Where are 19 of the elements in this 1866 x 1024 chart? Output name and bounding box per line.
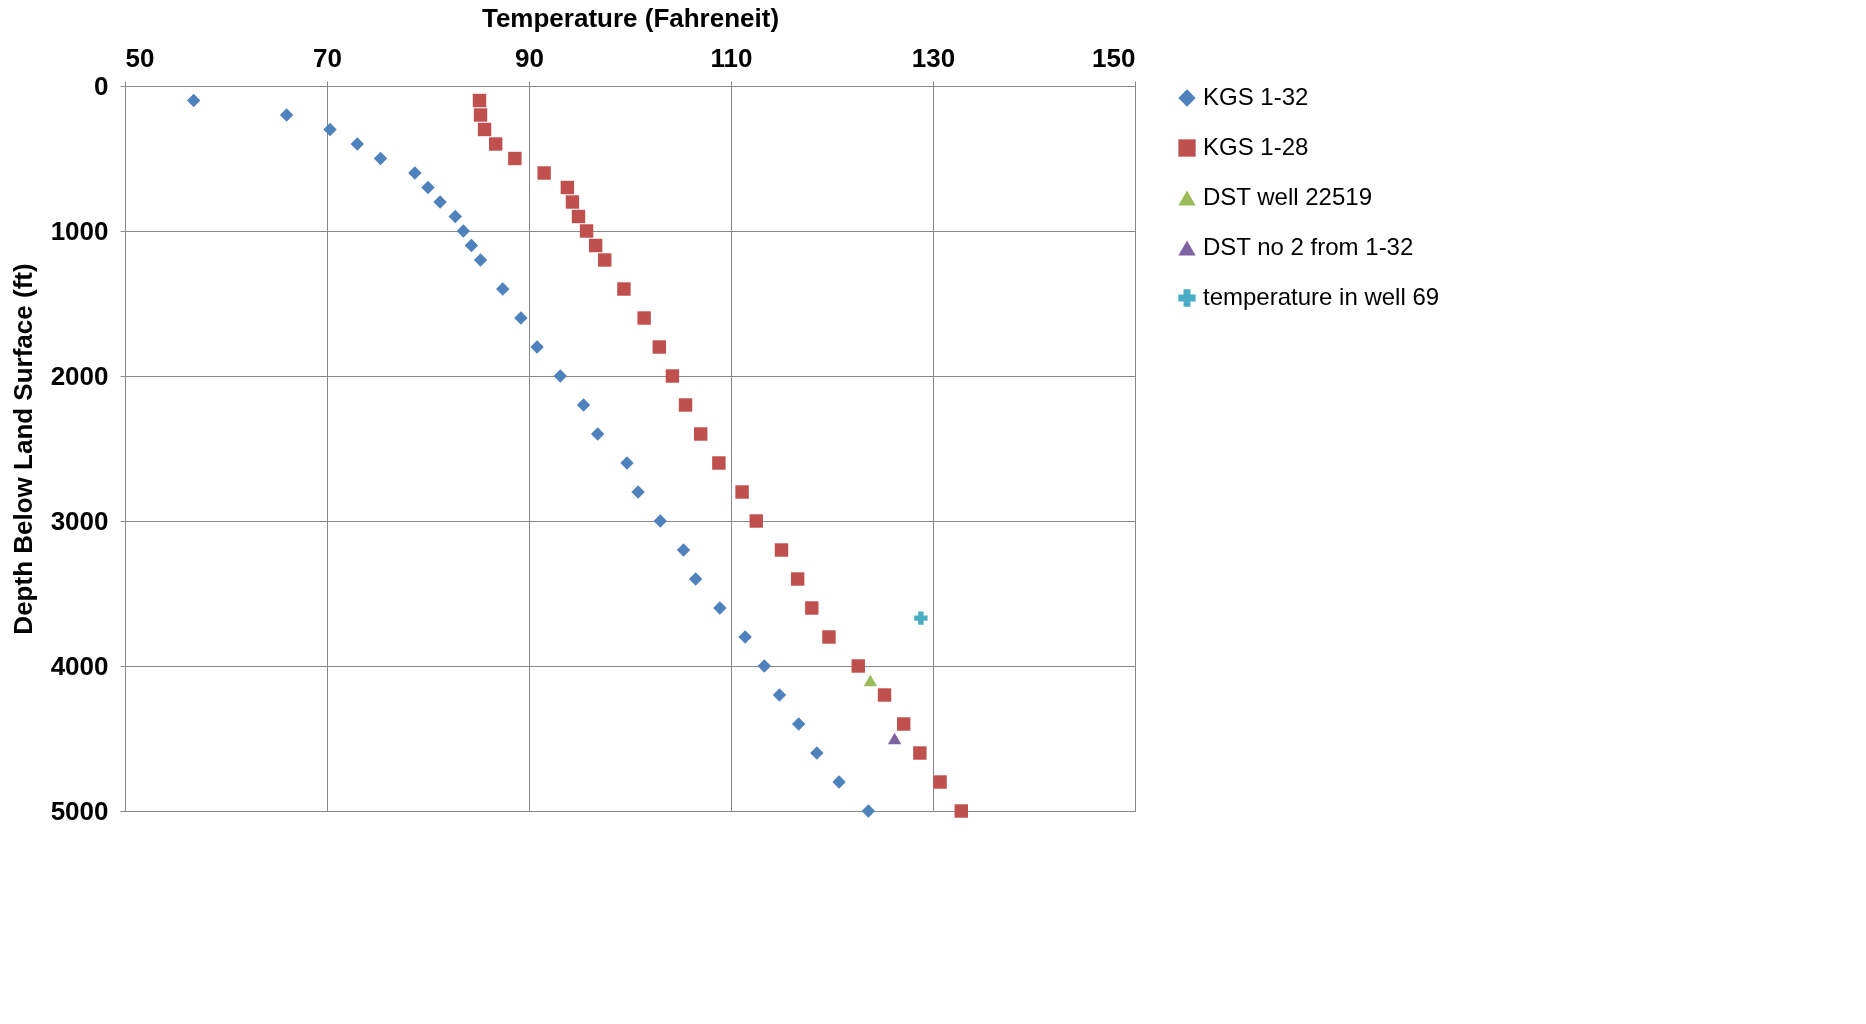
- y-tick-label: 3000: [50, 505, 109, 536]
- x-tick-label: 130: [911, 42, 956, 73]
- legend-label: KGS 1-32: [1203, 83, 1309, 110]
- legend-label: DST well 22519: [1203, 183, 1372, 210]
- x-tick-label: 90: [515, 42, 544, 73]
- y-axis-title: Depth Below Land Surface (ft): [7, 263, 38, 635]
- x-axis-title: Temperature (Fahreneit): [481, 2, 780, 33]
- y-tick-label: 0: [94, 70, 109, 101]
- legend-label: KGS 1-28: [1203, 133, 1309, 160]
- x-tick-label: 70: [313, 42, 342, 73]
- legend-label: DST no 2 from 1-32: [1203, 233, 1414, 260]
- y-tick-label: 1000: [50, 215, 109, 246]
- x-tick-label: 150: [1092, 42, 1136, 73]
- y-tick-label: 2000: [50, 360, 109, 391]
- y-tick-label: 5000: [50, 795, 109, 826]
- x-tick-label: 110: [710, 42, 753, 73]
- legend-label: temperature in well 69: [1203, 283, 1440, 310]
- y-tick-label: 4000: [50, 650, 109, 681]
- x-tick-label: 50: [125, 42, 155, 73]
